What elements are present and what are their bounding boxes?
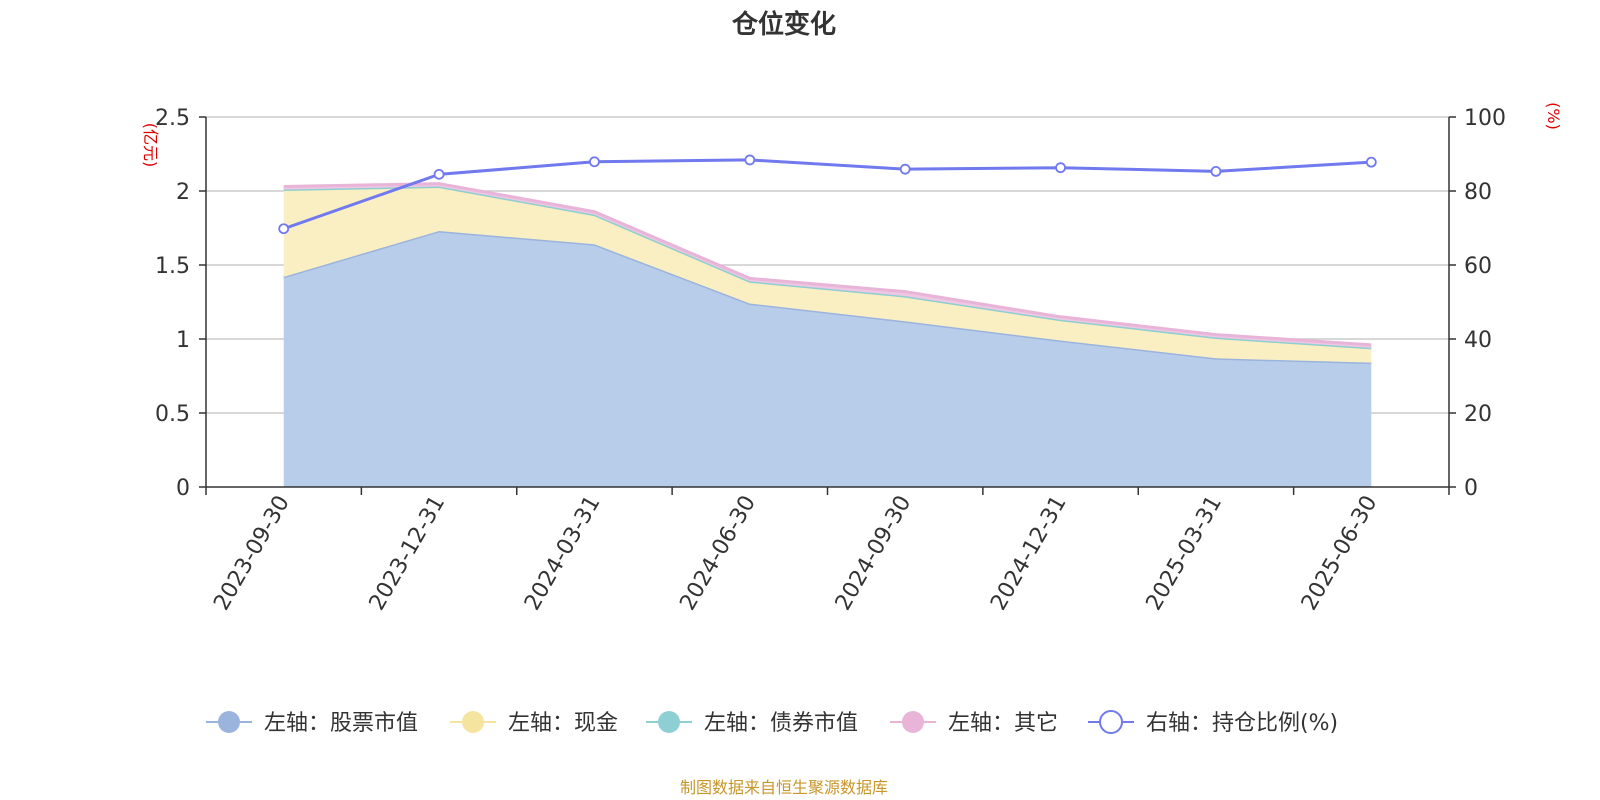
ratio-point bbox=[744, 154, 756, 166]
right-axis-tick-label: 60 bbox=[1464, 254, 1492, 279]
legend-label-3: 左轴：其它 bbox=[948, 711, 1058, 736]
right-axis-tick-label: 100 bbox=[1464, 106, 1506, 131]
left-axis-tick-label: 0.5 bbox=[155, 402, 190, 427]
left-axis-tick-label: 0 bbox=[176, 476, 190, 501]
left-axis-tick-label: 1.5 bbox=[155, 254, 190, 279]
legend-marker-3 bbox=[902, 711, 924, 733]
legend-label-0: 左轴：股票市值 bbox=[264, 711, 418, 736]
legend-marker-1 bbox=[462, 711, 484, 733]
ratio-point bbox=[433, 168, 445, 180]
ratio-point bbox=[1055, 162, 1066, 174]
ratio-point bbox=[278, 223, 290, 235]
area-series-edge-3 bbox=[283, 182, 1372, 347]
legend-label-4: 右轴：持仓比例(%) bbox=[1146, 711, 1338, 736]
x-axis-label: 2025-03-31 bbox=[1142, 492, 1228, 615]
stacked-area-series bbox=[283, 182, 1372, 487]
left-axis-unit: (亿元) bbox=[141, 123, 160, 168]
ratio-point bbox=[589, 156, 600, 168]
legend-marker-2 bbox=[658, 711, 680, 733]
left-axis-tick-label: 1 bbox=[176, 328, 190, 353]
x-axis-label: 2025-06-30 bbox=[1297, 492, 1383, 615]
source-note: 制图数据来自恒生聚源数据库 bbox=[680, 778, 888, 797]
right-axis-tick-label: 20 bbox=[1464, 402, 1492, 427]
ratio-point bbox=[899, 163, 911, 175]
ratio-line-series bbox=[278, 154, 1377, 235]
x-axis-label: 2024-06-30 bbox=[675, 492, 761, 615]
left-axis-tick-label: 2 bbox=[176, 180, 190, 205]
area-series-1 bbox=[283, 186, 1372, 363]
left-axis-tick-label: 2.5 bbox=[155, 106, 190, 131]
legend-marker-4 bbox=[1099, 710, 1123, 734]
legend-marker-0 bbox=[218, 711, 240, 733]
right-axis-tick-label: 80 bbox=[1464, 180, 1492, 205]
chart-title: 仓位变化 bbox=[731, 9, 836, 40]
legend: 左轴：股票市值 左轴：现金 左轴：债券市值 左轴：其它 右轴：持仓比例(%) bbox=[206, 710, 1338, 736]
legend-label-2: 左轴：债券市值 bbox=[704, 711, 858, 736]
legend-label-1: 左轴：现金 bbox=[508, 711, 618, 736]
right-axis-tick-label: 40 bbox=[1464, 328, 1492, 353]
x-axis-label: 2024-12-31 bbox=[986, 492, 1072, 615]
x-axis-label: 2023-09-30 bbox=[209, 492, 295, 615]
right-axis-unit: (%) bbox=[1544, 102, 1563, 130]
x-axis-label: 2023-12-31 bbox=[365, 492, 451, 615]
area-series-0 bbox=[283, 230, 1372, 487]
right-axis-tick-label: 0 bbox=[1464, 476, 1478, 501]
ratio-point bbox=[1210, 165, 1222, 177]
ratio-line bbox=[283, 158, 1372, 231]
x-axis-label: 2024-03-31 bbox=[520, 492, 606, 615]
x-axis-label: 2024-09-30 bbox=[831, 492, 917, 615]
ratio-point bbox=[1365, 156, 1377, 168]
